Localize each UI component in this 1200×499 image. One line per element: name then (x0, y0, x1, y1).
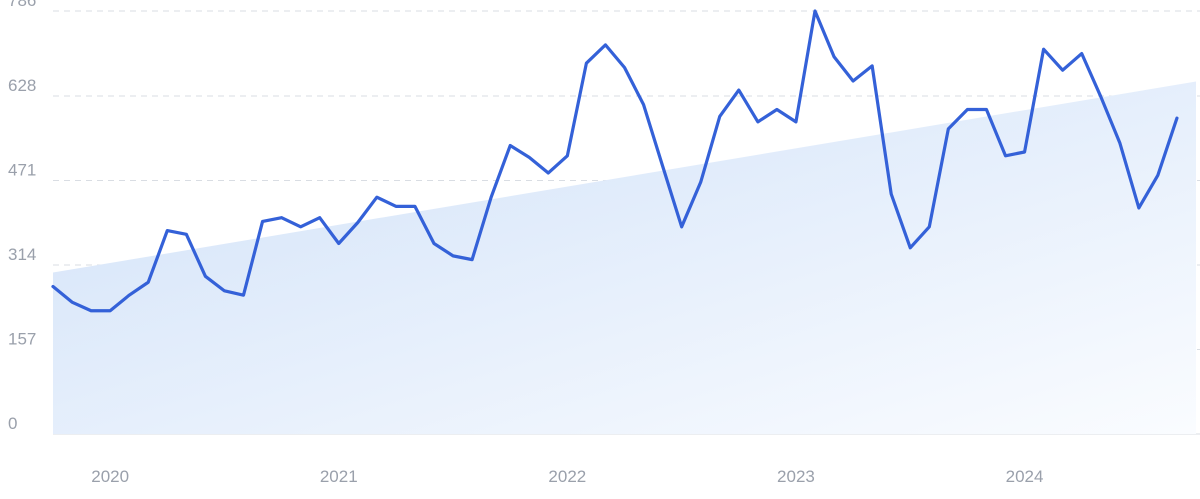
y-tick-label: 0 (8, 414, 17, 433)
x-tick-label: 2022 (548, 467, 586, 486)
y-tick-label: 628 (8, 76, 36, 95)
x-tick-label: 2024 (1006, 467, 1044, 486)
x-tick-label: 2020 (91, 467, 129, 486)
y-tick-label: 314 (8, 245, 36, 264)
y-tick-label: 471 (8, 161, 36, 180)
y-tick-label: 786 (8, 0, 36, 10)
x-axis-ticks: 2020 2021 2022 2023 2024 (91, 467, 1043, 486)
y-axis-ticks: 0 157 314 471 628 786 (8, 0, 36, 433)
trend-area (53, 81, 1196, 434)
x-tick-label: 2023 (777, 467, 815, 486)
x-tick-label: 2021 (320, 467, 358, 486)
series-line (51, 9, 1179, 313)
y-tick-label: 157 (8, 330, 36, 349)
